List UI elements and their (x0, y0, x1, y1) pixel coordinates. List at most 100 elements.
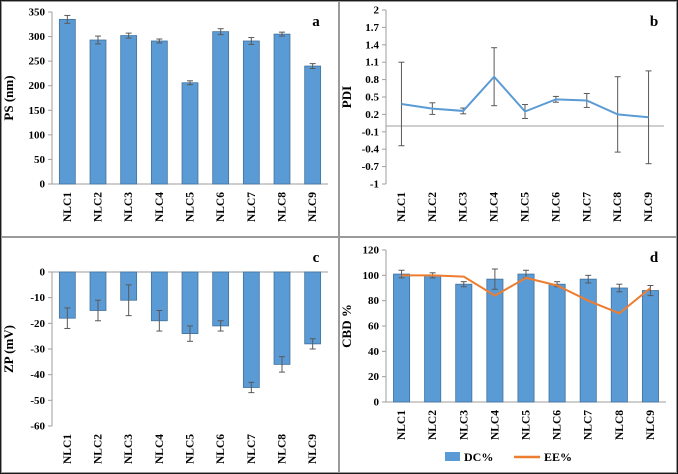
y-tick-label: -10 (30, 292, 45, 304)
category-label: NLC1 (62, 192, 74, 222)
bar (58, 18, 76, 185)
chart-svg-a: 0 50 100 150 200 250 300 350 NLC1 NLC2 NLC3 NLC4 NLC… (2, 7, 328, 222)
bar (89, 39, 107, 185)
y-axis-title: CBD % (340, 304, 354, 348)
y-tick-label: -0.4 (362, 144, 380, 156)
category-label: NLC1 (396, 410, 408, 440)
panel-letter: b (650, 14, 658, 30)
category-label: NLC4 (154, 434, 166, 464)
chart-svg-c: 0 -10 -20 -30 -40 -50 -60 NLC1 NLC2 NLC3 NLC4 NLC5 N… (2, 250, 328, 464)
y-tick-label: 0.8 (365, 74, 379, 86)
category-label: NLC1 (62, 434, 74, 464)
category-label: NLC5 (185, 192, 197, 222)
y-tick-label: 2 (374, 5, 380, 17)
bar (242, 40, 260, 185)
y-tick-label: 0.5 (365, 92, 379, 104)
y-tick-label: 50 (34, 154, 46, 166)
category-label: NLC6 (215, 434, 227, 464)
category-label: NLC2 (427, 192, 439, 222)
y-tick-label: 0 (374, 397, 380, 409)
category-label: NLC8 (612, 192, 624, 222)
y-tick-label: 0 (40, 267, 46, 279)
y-tick-label: -20 (30, 318, 45, 330)
category-label: NLC8 (614, 410, 626, 440)
category-label: NLC9 (645, 410, 657, 440)
y-tick-label: 300 (29, 31, 46, 43)
panel-a: 0 50 100 150 200 250 300 350 NLC1 NLC2 NLC3 NLC4 NLC… (1, 1, 339, 237)
y-tick-label: 80 (368, 295, 380, 307)
y-tick-label: -1 (370, 179, 379, 191)
category-label: NLC3 (123, 192, 135, 222)
panel-letter: a (312, 14, 320, 30)
category-label: NLC7 (581, 192, 593, 222)
panel-letter: d (650, 250, 659, 266)
bar (455, 283, 473, 403)
bar (273, 271, 291, 365)
y-axis-title: PS (nm) (2, 75, 16, 120)
y-tick-label: -0.1 (362, 126, 379, 138)
y-tick-label: 100 (363, 270, 380, 282)
y-tick-label: 60 (368, 321, 380, 333)
category-label: NLC2 (93, 434, 105, 464)
category-label: NLC7 (583, 410, 595, 440)
bar (517, 273, 535, 403)
y-tick-label: -40 (30, 369, 45, 381)
category-label: NLC6 (552, 410, 564, 440)
category-label: NLC3 (458, 410, 470, 440)
y-tick-label: -60 (30, 421, 45, 433)
category-label: NLC4 (489, 410, 501, 440)
category-label: NLC5 (521, 410, 533, 440)
category-label: NLC4 (489, 192, 501, 222)
y-tick-label: 1.7 (365, 22, 379, 34)
category-label: NLC1 (396, 192, 408, 222)
y-axis-title: ZP (mV) (2, 325, 16, 373)
y-tick-label: 40 (368, 346, 380, 358)
chart-svg-b: -1 -0.7 -0.4 -0.1 0.2 0.5 0.8 1.1 1.4 1.7 2 NLC1 NLC… (340, 5, 664, 222)
panel-c: 0 -10 -20 -30 -40 -50 -60 NLC1 NLC2 NLC3 NLC4 NLC5 N… (1, 237, 339, 473)
bar (181, 82, 199, 185)
y-tick-label: 350 (29, 7, 46, 19)
panel-d: 0 20 40 60 80 100 120 NLC1 NLC2 NLC3 NLC4 NLC5 NLC6 N… (339, 237, 677, 473)
y-tick-label: 120 (363, 245, 380, 257)
category-label: NLC9 (307, 434, 319, 464)
y-tick-label: -0.7 (362, 161, 380, 173)
line-series (401, 274, 652, 315)
bar (242, 271, 260, 388)
bar (424, 274, 442, 403)
bar (273, 33, 291, 185)
bar (393, 273, 411, 403)
y-tick-label: 0.2 (365, 109, 379, 121)
y-tick-label: 0 (40, 179, 46, 191)
category-label: NLC3 (123, 434, 135, 464)
category-label: NLC8 (277, 192, 289, 222)
category-label: NLC6 (215, 192, 227, 222)
category-label: NLC6 (550, 192, 562, 222)
y-tick-label: 1.1 (365, 57, 379, 69)
chart-svg-d: 0 20 40 60 80 100 120 NLC1 NLC2 NLC3 NLC4 NLC5 NLC6 N… (340, 245, 666, 464)
y-tick-label: 100 (29, 129, 46, 141)
y-tick-label: -30 (30, 344, 45, 356)
category-label: NLC2 (93, 192, 105, 222)
category-label: NLC5 (520, 192, 532, 222)
line-series (401, 75, 649, 119)
category-label: NLC2 (427, 410, 439, 440)
y-tick-label: 20 (368, 371, 380, 383)
bar (212, 31, 230, 185)
category-label: NLC9 (307, 192, 319, 222)
y-tick-label: -50 (30, 395, 45, 407)
bar (548, 283, 566, 403)
y-tick-label: 1.4 (365, 39, 379, 51)
category-label: NLC9 (643, 192, 655, 222)
category-label: NLC8 (277, 434, 289, 464)
y-tick-label: 150 (29, 105, 46, 117)
panel-b: -1 -0.7 -0.4 -0.1 0.2 0.5 0.8 1.1 1.4 1.7 2 NLC1 NLC… (339, 1, 677, 237)
bar (486, 278, 504, 403)
bar (304, 65, 322, 185)
y-tick-label: 200 (29, 80, 46, 92)
category-label: NLC7 (246, 434, 258, 464)
y-axis-title: PDI (340, 86, 354, 108)
category-label: NLC7 (246, 192, 258, 222)
legend-label: DC% (464, 450, 493, 464)
legend-label: EE% (544, 450, 572, 464)
